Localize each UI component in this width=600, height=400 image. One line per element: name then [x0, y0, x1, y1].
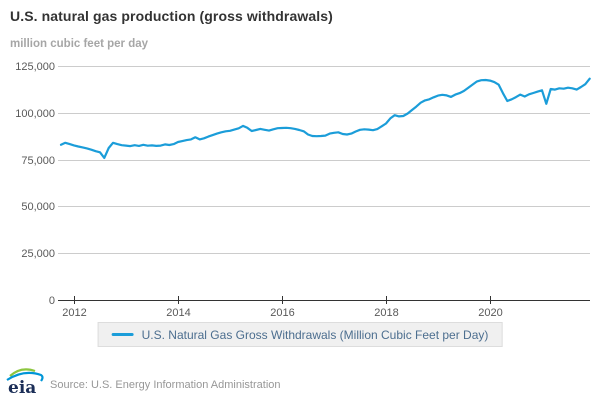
svg-text:75,000: 75,000	[21, 155, 55, 167]
svg-text:100,000: 100,000	[15, 108, 55, 120]
svg-text:2018: 2018	[374, 307, 398, 319]
svg-text:0: 0	[49, 295, 55, 307]
legend-line-icon	[111, 333, 134, 336]
svg-text:50,000: 50,000	[21, 201, 55, 213]
chart-title: U.S. natural gas production (gross withd…	[10, 8, 333, 24]
svg-text:125,000: 125,000	[15, 61, 55, 73]
svg-text:2016: 2016	[270, 307, 294, 319]
source-attribution: Source: U.S. Energy Information Administ…	[50, 379, 281, 391]
legend-label: U.S. Natural Gas Gross Withdrawals (Mill…	[141, 327, 489, 342]
svg-text:25,000: 25,000	[21, 248, 55, 260]
eia-logo-text: eia	[8, 378, 36, 398]
chart-units-subtitle: million cubic feet per day	[10, 38, 149, 50]
eia-logo: eia	[6, 368, 44, 398]
svg-text:2020: 2020	[478, 307, 502, 319]
legend: U.S. Natural Gas Gross Withdrawals (Mill…	[97, 322, 503, 347]
svg-text:2012: 2012	[62, 307, 86, 319]
svg-text:2014: 2014	[166, 307, 190, 319]
